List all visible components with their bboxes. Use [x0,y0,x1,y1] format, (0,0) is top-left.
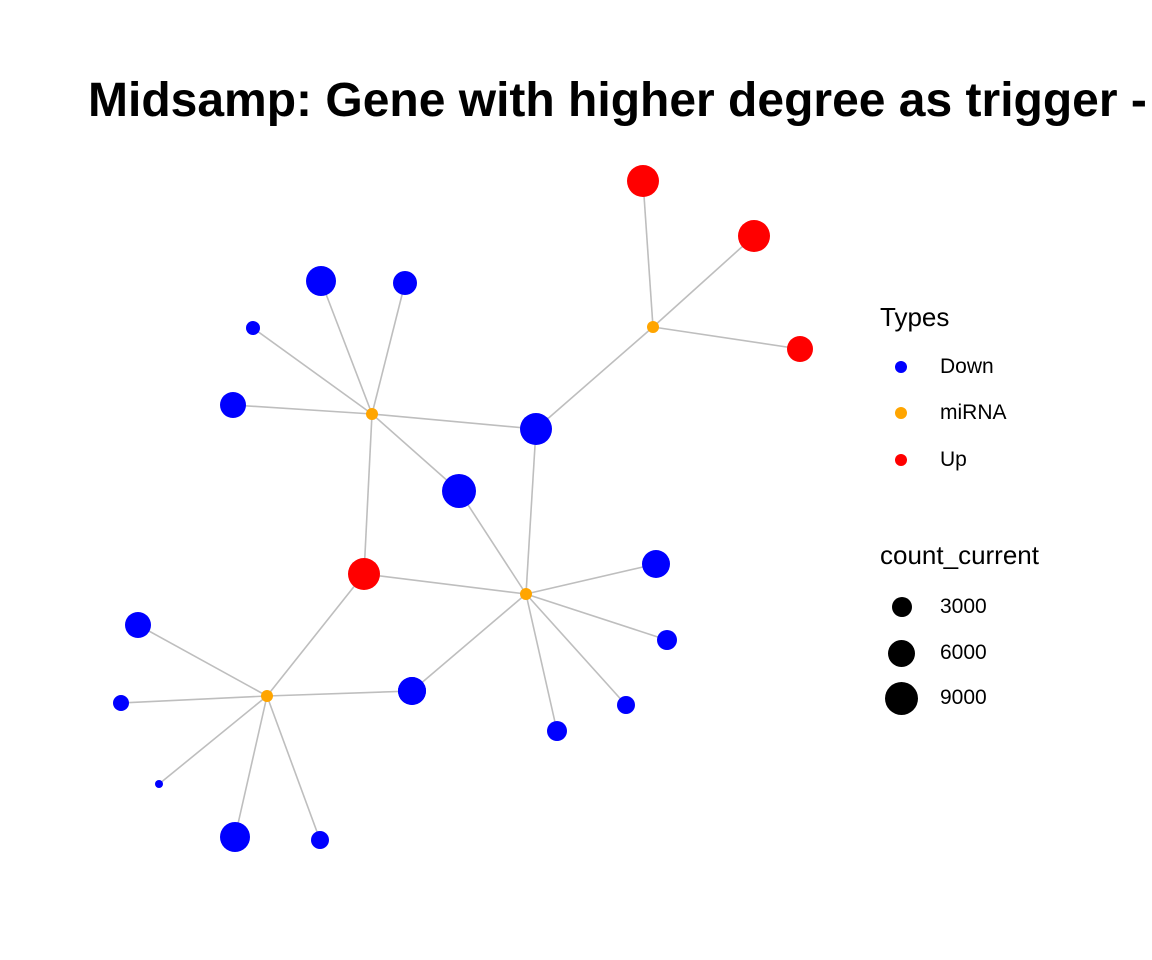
node-mirna-m4 [261,690,273,702]
node-up-u1 [627,165,659,197]
node-layer [113,165,813,852]
node-down-d6 [642,550,670,578]
legend-size-key-6000 [888,640,915,667]
edge-m3-u4 [363,573,527,595]
plot-title: Midsamp: Gene with higher degree as trig… [88,74,1147,127]
edge-m2-d1 [252,327,373,415]
legend-size-key-9000 [885,682,918,715]
types-legend-title: Types [880,302,950,332]
node-down-d7 [657,630,677,650]
node-down-d14 [155,780,163,788]
edge-m2-d2 [320,280,373,415]
node-down-d1 [246,321,260,335]
legend-label-down: Down [940,355,994,378]
edge-m3-d7 [525,593,668,641]
edge-m1-u3 [652,326,801,350]
legend-key-up [895,454,907,466]
edge-m2-d8 [371,413,537,430]
edge-m4-u4 [266,573,365,697]
node-down-d3 [393,271,417,295]
edge-m3-d8 [525,428,537,595]
node-down-d4 [220,392,246,418]
node-down-d2 [306,266,336,296]
node-down-d16 [311,831,329,849]
node-mirna-m1 [647,321,659,333]
edge-m1-u2 [652,235,755,328]
edge-m4-d9 [137,624,268,697]
node-down-d5 [442,474,476,508]
legend-label-3000: 3000 [940,595,987,618]
edge-m4-d14 [158,695,268,785]
legend-key-mirna [895,407,907,419]
node-down-d17 [398,677,426,705]
edge-m4-d16 [266,695,321,841]
node-down-d15 [220,822,250,852]
node-down-d10 [617,696,635,714]
edge-m3-d11 [525,593,558,732]
edge-m4-d17 [266,690,413,697]
edge-m4-d13 [120,695,268,704]
edge-m2-d3 [371,282,406,415]
edge-m3-d10 [525,593,627,706]
node-down-d11 [547,721,567,741]
edge-layer [120,180,801,841]
edge-m1-u1 [642,180,654,328]
legend-label-9000: 9000 [940,686,987,709]
edge-m2-d4 [232,404,373,415]
node-up-u3 [787,336,813,362]
edge-m3-d5 [458,490,527,595]
node-up-u2 [738,220,770,252]
legend-label-up: Up [940,448,967,471]
node-up-u4 [348,558,380,590]
edge-m4-d15 [234,695,268,838]
size-legend-title: count_current [880,540,1039,570]
edge-m1-d8 [535,326,654,430]
legend-label-6000: 6000 [940,641,987,664]
edge-m2-d5 [371,413,460,492]
node-mirna-m3 [520,588,532,600]
legend-key-down [895,361,907,373]
node-down-d8 [520,413,552,445]
legend-label-mirna: miRNA [940,401,1007,424]
node-down-d9 [125,612,151,638]
edge-m3-d6 [525,563,657,595]
node-down-d13 [113,695,129,711]
legend-size-key-3000 [892,597,912,617]
edge-m2-u4 [363,413,373,575]
node-mirna-m2 [366,408,378,420]
edge-m3-d12 [411,593,527,692]
